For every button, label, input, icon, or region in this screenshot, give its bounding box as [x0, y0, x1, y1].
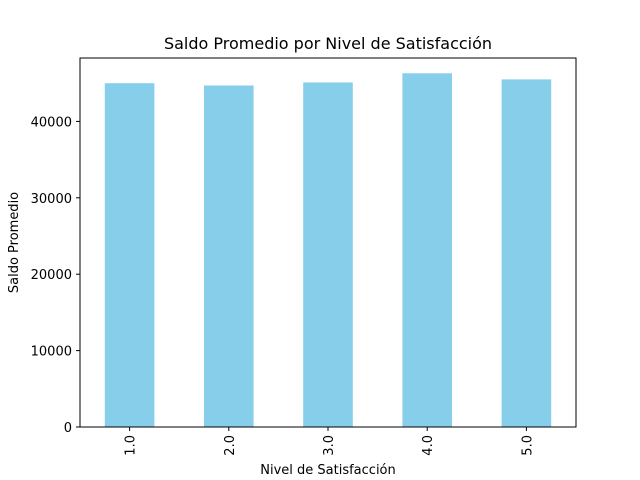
- x-axis-ticks: 1.0 2.0 3.0 4.0 5.0: [124, 427, 535, 456]
- x-tick-label: 5.0: [520, 435, 535, 456]
- y-tick-label: 0: [64, 421, 72, 436]
- x-axis-label: Nivel de Satisfacción: [260, 463, 396, 478]
- plot-frame: [79, 57, 577, 428]
- x-tick-label: 1.0: [124, 435, 139, 456]
- y-axis-ticks: 0 10000 20000 30000 40000: [31, 115, 80, 436]
- x-tick-label: 4.0: [421, 435, 436, 456]
- y-axis-label: Saldo Promedio: [7, 192, 22, 293]
- bar-3.0: [303, 82, 353, 427]
- bar-2.0: [204, 85, 254, 427]
- x-tick-label: 2.0: [223, 435, 238, 456]
- chart-title: Saldo Promedio por Nivel de Satisfacción: [164, 34, 492, 53]
- bars-group: [104, 73, 552, 428]
- y-tick-label: 20000: [31, 268, 72, 283]
- y-tick-label: 30000: [31, 192, 72, 207]
- bar-4.0: [402, 73, 452, 427]
- bar-5.0: [501, 79, 552, 427]
- y-tick-label: 40000: [31, 115, 72, 130]
- x-tick-label: 3.0: [322, 435, 337, 456]
- bar-1.0: [104, 83, 155, 428]
- y-tick-label: 10000: [31, 345, 72, 360]
